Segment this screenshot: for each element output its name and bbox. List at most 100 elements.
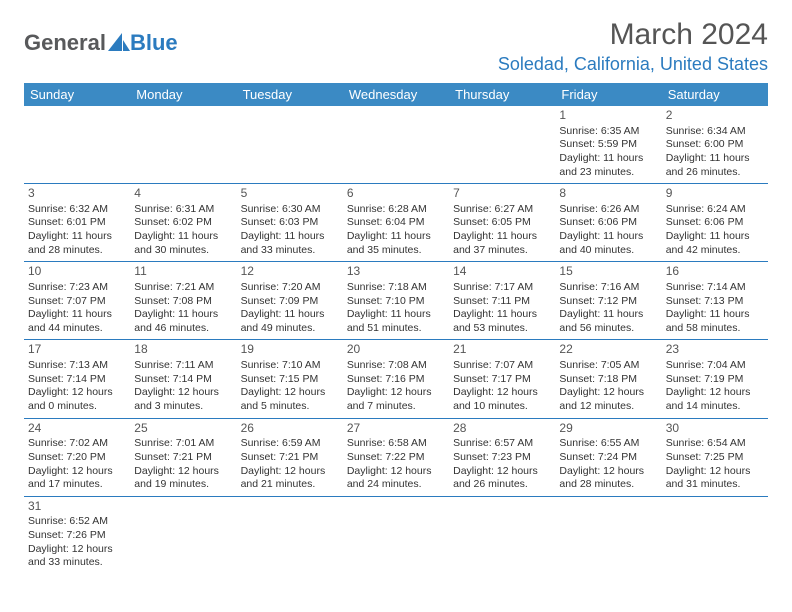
daylight-line: Daylight: 12 hours and 24 minutes. — [347, 465, 445, 492]
calendar-cell: 24Sunrise: 7:02 AMSunset: 7:20 PMDayligh… — [24, 418, 130, 496]
sunrise-line: Sunrise: 7:23 AM — [28, 281, 126, 295]
day-number: 1 — [559, 108, 657, 124]
sunset-line: Sunset: 6:05 PM — [453, 216, 551, 230]
weekday-header: Tuesday — [237, 83, 343, 106]
sunset-line: Sunset: 7:14 PM — [134, 373, 232, 387]
weekday-header: Thursday — [449, 83, 555, 106]
sunset-line: Sunset: 7:08 PM — [134, 295, 232, 309]
sunset-line: Sunset: 6:03 PM — [241, 216, 339, 230]
sunrise-line: Sunrise: 6:27 AM — [453, 203, 551, 217]
sunrise-line: Sunrise: 7:17 AM — [453, 281, 551, 295]
sunset-line: Sunset: 7:22 PM — [347, 451, 445, 465]
sunrise-line: Sunrise: 7:04 AM — [666, 359, 764, 373]
calendar-cell: 30Sunrise: 6:54 AMSunset: 7:25 PMDayligh… — [662, 418, 768, 496]
day-number: 12 — [241, 264, 339, 280]
sunrise-line: Sunrise: 7:05 AM — [559, 359, 657, 373]
sunrise-line: Sunrise: 7:18 AM — [347, 281, 445, 295]
sunset-line: Sunset: 7:24 PM — [559, 451, 657, 465]
calendar-cell: 8Sunrise: 6:26 AMSunset: 6:06 PMDaylight… — [555, 184, 661, 262]
calendar-cell: 28Sunrise: 6:57 AMSunset: 7:23 PMDayligh… — [449, 418, 555, 496]
calendar-cell: 10Sunrise: 7:23 AMSunset: 7:07 PMDayligh… — [24, 262, 130, 340]
sunrise-line: Sunrise: 6:52 AM — [28, 515, 126, 529]
sunrise-line: Sunrise: 7:21 AM — [134, 281, 232, 295]
calendar-cell: 23Sunrise: 7:04 AMSunset: 7:19 PMDayligh… — [662, 340, 768, 418]
sunset-line: Sunset: 7:20 PM — [28, 451, 126, 465]
daylight-line: Daylight: 11 hours and 46 minutes. — [134, 308, 232, 335]
day-number: 16 — [666, 264, 764, 280]
calendar-cell — [343, 496, 449, 574]
calendar-cell: 13Sunrise: 7:18 AMSunset: 7:10 PMDayligh… — [343, 262, 449, 340]
sunrise-line: Sunrise: 7:02 AM — [28, 437, 126, 451]
calendar-cell: 17Sunrise: 7:13 AMSunset: 7:14 PMDayligh… — [24, 340, 130, 418]
daylight-line: Daylight: 11 hours and 33 minutes. — [241, 230, 339, 257]
sunset-line: Sunset: 7:15 PM — [241, 373, 339, 387]
day-number: 15 — [559, 264, 657, 280]
day-number: 8 — [559, 186, 657, 202]
day-number: 21 — [453, 342, 551, 358]
sail-icon — [108, 33, 130, 53]
calendar-cell: 3Sunrise: 6:32 AMSunset: 6:01 PMDaylight… — [24, 184, 130, 262]
daylight-line: Daylight: 11 hours and 51 minutes. — [347, 308, 445, 335]
calendar-cell: 14Sunrise: 7:17 AMSunset: 7:11 PMDayligh… — [449, 262, 555, 340]
header: General Blue March 2024 Soledad, Califor… — [24, 18, 768, 75]
day-number: 2 — [666, 108, 764, 124]
daylight-line: Daylight: 11 hours and 58 minutes. — [666, 308, 764, 335]
day-number: 3 — [28, 186, 126, 202]
day-number: 17 — [28, 342, 126, 358]
calendar-cell: 2Sunrise: 6:34 AMSunset: 6:00 PMDaylight… — [662, 106, 768, 184]
sunrise-line: Sunrise: 7:01 AM — [134, 437, 232, 451]
sunrise-line: Sunrise: 6:32 AM — [28, 203, 126, 217]
day-number: 24 — [28, 421, 126, 437]
sunrise-line: Sunrise: 6:57 AM — [453, 437, 551, 451]
sunset-line: Sunset: 7:11 PM — [453, 295, 551, 309]
day-number: 23 — [666, 342, 764, 358]
daylight-line: Daylight: 12 hours and 7 minutes. — [347, 386, 445, 413]
daylight-line: Daylight: 11 hours and 49 minutes. — [241, 308, 339, 335]
location: Soledad, California, United States — [498, 54, 768, 75]
calendar-cell: 4Sunrise: 6:31 AMSunset: 6:02 PMDaylight… — [130, 184, 236, 262]
sunset-line: Sunset: 7:09 PM — [241, 295, 339, 309]
sunset-line: Sunset: 7:26 PM — [28, 529, 126, 543]
daylight-line: Daylight: 12 hours and 26 minutes. — [453, 465, 551, 492]
calendar-cell — [130, 496, 236, 574]
sunrise-line: Sunrise: 7:08 AM — [347, 359, 445, 373]
calendar-cell: 22Sunrise: 7:05 AMSunset: 7:18 PMDayligh… — [555, 340, 661, 418]
sunset-line: Sunset: 7:12 PM — [559, 295, 657, 309]
sunset-line: Sunset: 7:17 PM — [453, 373, 551, 387]
calendar-cell: 16Sunrise: 7:14 AMSunset: 7:13 PMDayligh… — [662, 262, 768, 340]
calendar-cell — [24, 106, 130, 184]
calendar-cell: 9Sunrise: 6:24 AMSunset: 6:06 PMDaylight… — [662, 184, 768, 262]
month-title: March 2024 — [498, 18, 768, 52]
sunrise-line: Sunrise: 6:24 AM — [666, 203, 764, 217]
sunrise-line: Sunrise: 7:13 AM — [28, 359, 126, 373]
daylight-line: Daylight: 12 hours and 28 minutes. — [559, 465, 657, 492]
weekday-header: Wednesday — [343, 83, 449, 106]
sunset-line: Sunset: 7:16 PM — [347, 373, 445, 387]
calendar-cell — [343, 106, 449, 184]
calendar-cell: 19Sunrise: 7:10 AMSunset: 7:15 PMDayligh… — [237, 340, 343, 418]
sunrise-line: Sunrise: 7:11 AM — [134, 359, 232, 373]
calendar-cell: 6Sunrise: 6:28 AMSunset: 6:04 PMDaylight… — [343, 184, 449, 262]
day-number: 28 — [453, 421, 551, 437]
calendar-cell — [555, 496, 661, 574]
daylight-line: Daylight: 12 hours and 5 minutes. — [241, 386, 339, 413]
sunrise-line: Sunrise: 6:26 AM — [559, 203, 657, 217]
sunrise-line: Sunrise: 7:20 AM — [241, 281, 339, 295]
sunrise-line: Sunrise: 6:58 AM — [347, 437, 445, 451]
day-number: 19 — [241, 342, 339, 358]
calendar-cell: 11Sunrise: 7:21 AMSunset: 7:08 PMDayligh… — [130, 262, 236, 340]
daylight-line: Daylight: 12 hours and 10 minutes. — [453, 386, 551, 413]
sunrise-line: Sunrise: 6:55 AM — [559, 437, 657, 451]
sunset-line: Sunset: 7:21 PM — [241, 451, 339, 465]
sunrise-line: Sunrise: 6:31 AM — [134, 203, 232, 217]
logo: General Blue — [24, 30, 178, 56]
sunset-line: Sunset: 6:06 PM — [559, 216, 657, 230]
sunset-line: Sunset: 7:07 PM — [28, 295, 126, 309]
sunset-line: Sunset: 5:59 PM — [559, 138, 657, 152]
day-number: 11 — [134, 264, 232, 280]
sunset-line: Sunset: 6:06 PM — [666, 216, 764, 230]
sunset-line: Sunset: 7:18 PM — [559, 373, 657, 387]
day-number: 25 — [134, 421, 232, 437]
calendar-cell: 15Sunrise: 7:16 AMSunset: 7:12 PMDayligh… — [555, 262, 661, 340]
calendar-cell — [449, 496, 555, 574]
